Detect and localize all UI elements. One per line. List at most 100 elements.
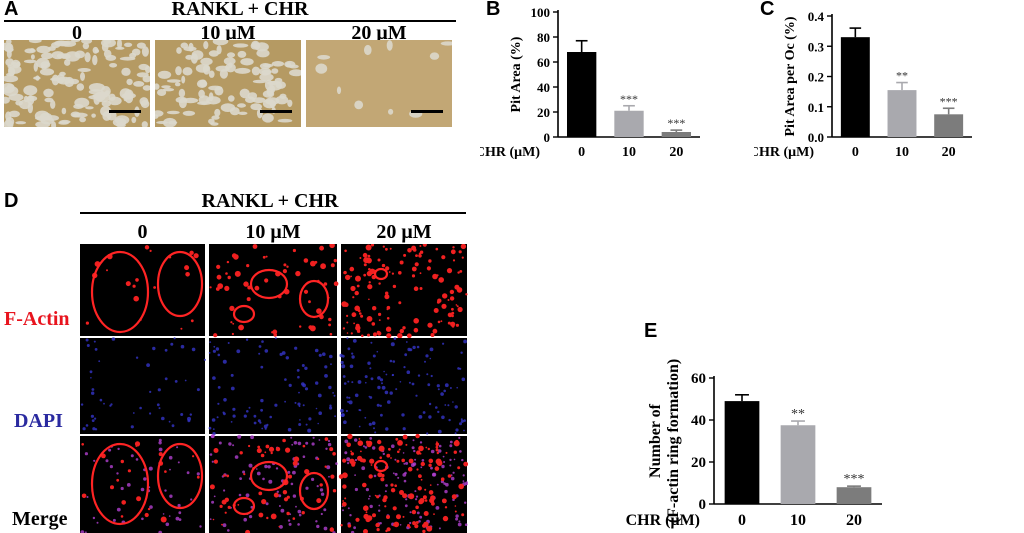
nucleus [403,479,407,483]
actin-dot [330,474,335,479]
nucleus [117,447,120,451]
pit-spot [267,80,279,86]
nucleus [328,475,330,478]
nucleus [347,400,350,403]
actin-dot [418,474,422,478]
micro-cell-2-0 [80,436,205,533]
nucleus [332,392,334,394]
nucleus [437,449,442,453]
nucleus [325,447,328,450]
pit-spot [354,100,364,110]
nucleus [415,394,418,397]
actin-dot [425,446,428,449]
nucleus [173,337,176,340]
actin-dot [332,452,336,456]
nucleus [253,414,257,418]
pit-spot [50,77,62,82]
nucleus [297,509,302,514]
nucleus [416,345,420,349]
nucleus [275,467,279,470]
pit-spot [141,46,149,57]
nucleus [373,427,375,430]
nucleus [287,470,291,474]
actin-dot [369,458,375,464]
nucleus [290,482,294,486]
nucleus [187,419,191,423]
bar-10 [614,110,644,137]
nucleus [463,339,467,344]
actin-dot [216,274,222,280]
nucleus [329,406,333,410]
nucleus [452,401,454,403]
panel-a-rule [4,20,456,22]
actin-dot [342,484,347,489]
nucleus [377,376,381,380]
actin-dot [285,447,291,453]
actin-dot [243,473,246,476]
actin-dot [444,506,448,509]
actin-dot [378,319,381,321]
pit-spot [4,75,19,83]
actin-dot [398,301,402,305]
nucleus [449,464,452,467]
nucleus [437,410,440,414]
pit-spot [239,88,250,99]
nucleus [292,470,296,475]
nucleus [157,388,161,392]
pit-spot [388,108,394,115]
nucleus [353,526,356,530]
nucleus [414,490,417,493]
nucleus [311,442,315,446]
nucleus [315,520,318,523]
actin-dot [120,515,124,518]
pit-spot [386,40,393,51]
category-label: 0 [852,145,859,160]
nucleus [85,338,89,342]
nucleus [93,459,96,462]
nucleus [165,522,170,527]
nucleus [455,514,459,518]
actin-dot [413,318,420,324]
actin-dot [230,321,233,324]
nucleus [158,407,161,410]
nucleus [390,342,395,347]
actin-dot [408,458,414,464]
actin-dot [355,517,360,522]
nucleus [462,480,465,482]
actin-dot [428,259,432,263]
nucleus [109,404,112,407]
nucleus [190,498,193,501]
nucleus [354,487,358,492]
nucleus [261,427,264,430]
pit-spot [26,95,38,102]
nucleus [369,437,373,440]
pit-spot [180,42,189,49]
nucleus [238,493,242,497]
actin-dot [434,466,440,471]
actin-dot [402,326,406,330]
pit-spot [142,85,150,91]
pit-spot [429,52,440,60]
nucleus [347,380,350,383]
nucleus [441,464,445,469]
actin-dot [270,451,273,455]
actin-dot [377,258,381,262]
nucleus [236,349,241,354]
nucleus [333,394,336,397]
pit-spot [232,43,249,48]
nucleus [149,412,152,415]
actin-dot [282,269,287,274]
nucleus [91,419,95,422]
actin-dot [342,500,344,502]
actin-dot [445,451,448,454]
y-tick-label: 20 [537,105,550,120]
actin-dot [278,525,281,528]
nucleus [441,415,445,420]
pit-spot [279,93,287,99]
pit-spot [126,78,133,86]
nucleus [94,417,97,420]
nucleus [442,455,445,458]
actin-dot [355,275,361,282]
actin-dot [227,505,231,509]
nucleus [383,370,385,373]
